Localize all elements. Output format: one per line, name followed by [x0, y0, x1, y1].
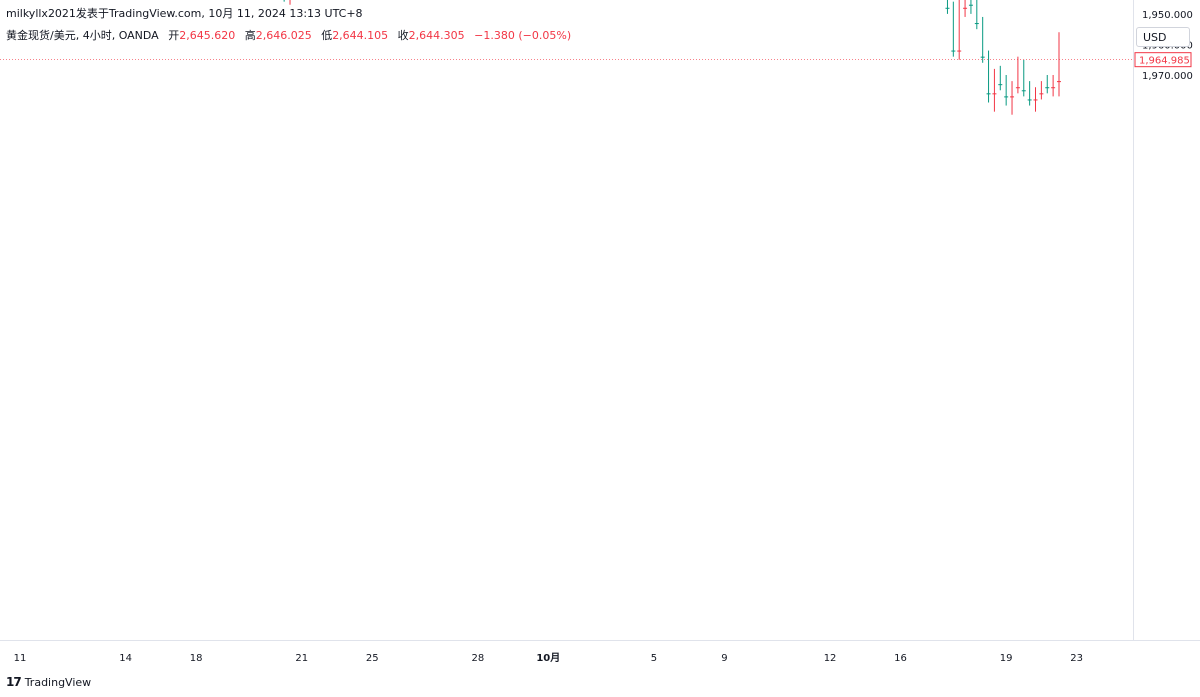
- publisher-line: milkyllx2021发表于TradingView.com, 10月 11, …: [6, 7, 363, 20]
- candle-body: [1021, 90, 1026, 92]
- x-tick-label: 12: [824, 653, 837, 664]
- candle: [980, 16, 985, 63]
- x-tick-label: 11: [14, 653, 27, 664]
- x-tick-label: 28: [471, 653, 484, 664]
- candle: [974, 0, 979, 30]
- candles-group: [283, 0, 1061, 115]
- candle: [986, 50, 991, 103]
- candle-body: [1039, 93, 1044, 95]
- candle: [1045, 75, 1050, 94]
- y-tick-label: 1,970.000: [1142, 71, 1193, 82]
- symbol-name[interactable]: 黄金现货/美元, 4小时, OANDA: [6, 29, 159, 42]
- candle-body: [1015, 87, 1020, 89]
- candle-body: [992, 93, 997, 95]
- close-label: 收: [397, 29, 409, 42]
- tradingview-footer: 17 TradingView: [6, 675, 91, 689]
- last-price-label: 1,964.985: [1139, 56, 1190, 67]
- candle: [289, 0, 291, 5]
- candle: [945, 0, 950, 14]
- candle-body: [1045, 87, 1050, 89]
- candle: [963, 0, 968, 17]
- candle: [1015, 56, 1020, 94]
- candle: [951, 1, 956, 57]
- candle-body: [974, 23, 979, 25]
- candle-body: [951, 50, 956, 52]
- symbol-legend: 黄金现货/美元, 4小时, OANDA 开2,645.620 高2,646.02…: [6, 27, 571, 43]
- candle: [1027, 81, 1032, 106]
- close-value: 2,644.305: [408, 29, 465, 42]
- candle-body: [1056, 81, 1061, 83]
- candle: [957, 0, 962, 60]
- candle: [1004, 75, 1009, 106]
- x-tick-label: 18: [190, 653, 203, 664]
- x-tick-label: 10月: [536, 652, 560, 664]
- candle: [1021, 59, 1026, 97]
- candle-body: [1051, 87, 1056, 89]
- x-tick-label: 16: [894, 653, 907, 664]
- x-tick-label: 21: [295, 653, 308, 664]
- candle-body: [980, 56, 985, 58]
- tradingview-brand: TradingView: [24, 675, 92, 689]
- candle-body: [1033, 99, 1038, 101]
- x-tick-label: 14: [119, 653, 132, 664]
- candle-body: [1010, 96, 1015, 98]
- open-value: 2,645.620: [179, 29, 236, 42]
- candle: [992, 68, 997, 112]
- x-tick-label: 5: [651, 653, 657, 664]
- high-label: 高: [244, 29, 256, 42]
- candle-body: [945, 7, 950, 9]
- candle: [1056, 32, 1061, 97]
- candle: [283, 0, 285, 2]
- x-tick-label: 23: [1070, 653, 1083, 664]
- x-tick-label: 9: [721, 653, 727, 664]
- tradingview-logo-icon: 17: [6, 675, 22, 689]
- candle-body: [963, 7, 968, 9]
- candle-body: [998, 84, 1003, 86]
- high-value: 2,646.025: [255, 29, 312, 42]
- low-value: 2,644.105: [332, 29, 389, 42]
- candle-body: [957, 50, 962, 52]
- candle: [998, 65, 1003, 91]
- y-tick-label: 1,950.000: [1142, 10, 1193, 21]
- candle: [1010, 81, 1015, 115]
- low-label: 低: [321, 29, 333, 42]
- open-label: 开: [168, 29, 180, 42]
- candle: [1051, 75, 1056, 97]
- x-tick-label: 25: [366, 653, 379, 664]
- candle-body: [1004, 96, 1009, 98]
- candle: [968, 0, 973, 14]
- candle-body: [986, 93, 991, 95]
- last-price-tag: [1134, 52, 1192, 68]
- change-value: −1.380 (−0.05%): [474, 29, 572, 42]
- x-tick-label: 19: [1000, 653, 1013, 664]
- candle: [1039, 81, 1044, 100]
- candle-body: [968, 4, 973, 6]
- candle: [1033, 87, 1038, 112]
- currency-button[interactable]: USD: [1136, 27, 1190, 47]
- candle-body: [1027, 99, 1032, 101]
